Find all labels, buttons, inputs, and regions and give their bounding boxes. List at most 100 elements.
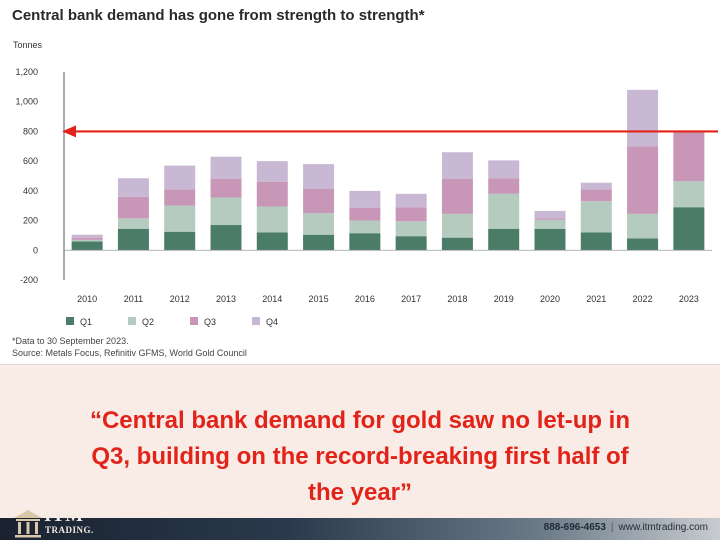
bar-q1-2015	[303, 234, 335, 251]
bar-q3-2022	[627, 146, 659, 214]
bar-q4-2012	[164, 165, 196, 190]
bar-q2-2013	[210, 197, 242, 226]
bar-q4-2016	[349, 190, 381, 208]
bar-q4-2017	[395, 193, 427, 208]
y-tick-label: 0	[33, 245, 38, 255]
footnote-source: Source: Metals Focus, Refinitiv GFMS, Wo…	[12, 348, 247, 358]
contact-info: 888-696-4653 | www.itmtrading.com	[544, 522, 708, 533]
x-tick-label: 2018	[447, 294, 467, 304]
bar-q1-2013	[210, 225, 242, 251]
bar-q1-2010	[71, 241, 103, 251]
legend-label-q2: Q2	[142, 317, 154, 327]
bar-q1-2011	[117, 228, 149, 251]
bar-q3-2018	[441, 178, 473, 214]
legend-swatch-q4	[252, 317, 260, 325]
bar-q3-2019	[488, 178, 520, 194]
bar-q1-2019	[488, 228, 520, 251]
bar-q4-2010	[71, 234, 103, 238]
bar-q1-2017	[395, 236, 427, 251]
legend-label-q4: Q4	[266, 317, 278, 327]
bar-q1-2022	[627, 238, 659, 251]
quote-line-3: the year”	[307, 479, 413, 506]
bar-q3-2017	[395, 207, 427, 222]
x-tick-label: 2015	[309, 294, 329, 304]
legend-swatch-q2	[128, 317, 136, 325]
bar-q4-2011	[117, 178, 149, 197]
bar-q1-2020	[534, 228, 566, 251]
bar-q1-2014	[256, 232, 288, 251]
phone-number[interactable]: 888-696-4653	[543, 522, 606, 533]
bar-q2-2020	[534, 219, 566, 229]
bar-q2-2019	[488, 193, 520, 229]
y-tick-label: 1,200	[15, 67, 38, 77]
website-link[interactable]: www.itmtrading.com	[618, 522, 708, 533]
bar-q2-2022	[627, 213, 659, 239]
x-tick-label: 2022	[633, 294, 653, 304]
x-tick-label: 2010	[77, 294, 97, 304]
bar-q3-2021	[580, 189, 612, 202]
logo-subtitle: TRADING.	[45, 525, 94, 535]
x-tick-label: 2013	[216, 294, 236, 304]
chart-card: Central bank demand has gone from streng…	[0, 0, 720, 365]
bar-q1-2012	[164, 231, 196, 251]
bar-q3-2011	[117, 196, 149, 219]
x-tick-label: 2012	[170, 294, 190, 304]
footnote: *Data to 30 September 2023. Source: Meta…	[12, 335, 247, 359]
quote-text: “Central bank demand for gold saw no let…	[0, 403, 720, 511]
bar-q1-2021	[580, 232, 612, 251]
bar-q3-2014	[256, 181, 288, 207]
bar-q3-2023	[673, 131, 705, 182]
quote-line-2: Q3, building on the record-breaking firs…	[91, 443, 629, 470]
y-tick-label: 600	[23, 156, 38, 166]
bar-q2-2015	[303, 213, 335, 235]
bar-q3-2020	[534, 218, 566, 220]
legend-label-q1: Q1	[80, 317, 92, 327]
stacked-bar-chart: -200 0 200 400 600 800 1,000 1,200 2010 2011 2012 2…	[15, 67, 718, 327]
itm-logo-icon	[14, 510, 42, 538]
bar-q4-2022	[627, 89, 659, 147]
bar-q2-2011	[117, 218, 149, 229]
bar-q4-2021	[580, 182, 612, 190]
bar-q2-2021	[580, 201, 612, 233]
footnote-data-note: *Data to 30 September 2023.	[12, 336, 129, 346]
x-tick-label: 2023	[679, 294, 699, 304]
bar-q2-2016	[349, 220, 381, 234]
legend-label-q3: Q3	[204, 317, 216, 327]
quote-line-1: “Central bank demand for gold saw no let…	[89, 407, 631, 434]
bar-q2-2012	[164, 205, 196, 232]
bar-q2-2018	[441, 213, 473, 238]
logo-wordmark: ITM	[44, 505, 84, 526]
x-tick-label: 2017	[401, 294, 421, 304]
y-tick-label: 400	[23, 186, 38, 196]
bar-q3-2015	[303, 188, 335, 214]
bar-q4-2015	[303, 164, 335, 189]
x-tick-label: 2011	[124, 294, 143, 304]
bar-q2-2014	[256, 206, 288, 233]
y-tick-label: -200	[20, 275, 38, 285]
annotation-arrowhead-icon	[62, 125, 76, 138]
bar-q3-2016	[349, 207, 381, 221]
bar-q4-2019	[488, 160, 520, 179]
bar-q4-2013	[210, 156, 242, 179]
x-tick-label: 2014	[262, 294, 282, 304]
bar-q2-2017	[395, 221, 427, 237]
bar-q2-2023	[673, 181, 705, 208]
x-tick-label: 2016	[355, 294, 375, 304]
bar-q4-2020	[534, 210, 566, 219]
footer-bar	[0, 518, 720, 540]
contact-separator: |	[610, 522, 614, 533]
y-tick-label: 800	[23, 126, 38, 136]
y-tick-label: 200	[23, 216, 38, 226]
bar-q3-2012	[164, 189, 196, 206]
bar-q3-2013	[210, 178, 242, 198]
legend-swatch-q3	[190, 317, 198, 325]
y-unit-label: Tonnes	[13, 40, 43, 50]
chart-title: Central bank demand has gone from streng…	[12, 7, 425, 24]
bar-q1-2023	[673, 207, 705, 251]
x-tick-label: 2021	[586, 294, 606, 304]
bar-q1-2016	[349, 233, 381, 251]
y-tick-label: 1,000	[15, 97, 38, 107]
bar-q4-2018	[441, 152, 473, 179]
bar-q3-2010	[71, 237, 103, 240]
bar-q4-2014	[256, 161, 288, 182]
